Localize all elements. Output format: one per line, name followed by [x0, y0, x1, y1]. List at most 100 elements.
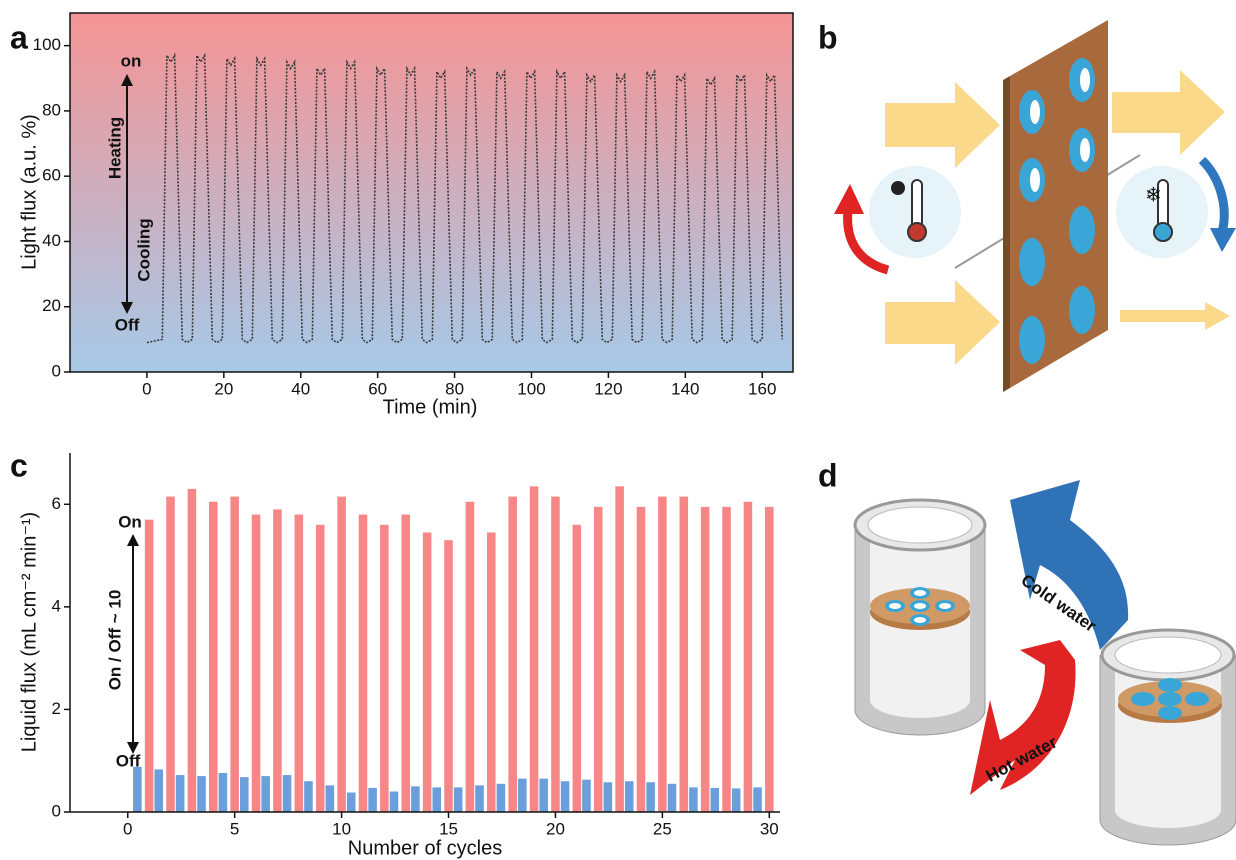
y-tick-label: 80	[42, 100, 61, 119]
bar	[145, 520, 154, 812]
bar	[326, 785, 335, 812]
x-tick-label: 40	[291, 379, 310, 398]
y-tick-label: 40	[42, 231, 61, 250]
thermometer	[912, 180, 922, 228]
bar	[133, 767, 142, 812]
bar	[316, 525, 325, 812]
y-tick-label: 20	[42, 296, 61, 315]
bar	[252, 515, 261, 812]
bar	[625, 781, 634, 812]
figure: 0204060801000204060801001201401600246051…	[0, 0, 1236, 860]
bar	[732, 788, 741, 812]
panel-letter: d	[818, 457, 838, 493]
bar	[722, 507, 731, 812]
bar	[573, 525, 582, 812]
bar	[646, 782, 655, 812]
bar	[475, 785, 484, 812]
bar	[487, 532, 496, 812]
panel-letter: c	[10, 447, 28, 483]
annotation: Cooling	[134, 218, 153, 281]
bar	[219, 773, 228, 812]
bar	[347, 793, 356, 812]
bar	[411, 786, 420, 812]
y-tick-label: 100	[33, 35, 61, 54]
bar	[261, 776, 270, 812]
bar	[637, 507, 646, 812]
bar	[508, 497, 517, 812]
bar	[582, 780, 591, 812]
bar	[615, 486, 624, 812]
x-tick-label: 140	[671, 379, 699, 398]
y-axis-label: Light flux (a.u. %)	[18, 114, 40, 270]
bar	[594, 507, 603, 812]
panel-edge	[1003, 76, 1010, 392]
x-tick-label: 100	[517, 379, 545, 398]
x-tick-label: 160	[748, 379, 776, 398]
panel-letter: b	[818, 19, 838, 55]
bar	[497, 784, 506, 812]
x-tick-label: 20	[214, 379, 233, 398]
bar	[166, 497, 175, 812]
light-arrow	[1112, 70, 1225, 155]
x-tick-label: 20	[546, 819, 565, 838]
x-tick-label: 5	[230, 819, 239, 838]
y-tick-label: 0	[52, 361, 61, 380]
bar	[390, 791, 399, 812]
y-tick-label: 60	[42, 166, 61, 185]
bar	[679, 497, 688, 812]
bar	[359, 515, 368, 812]
diagram-d: Cold water Hot water	[855, 480, 1236, 845]
y-axis-label: Liquid flux (mL cm⁻² min⁻¹)	[18, 512, 40, 752]
bar	[240, 777, 249, 812]
bar	[539, 779, 548, 812]
bar	[283, 775, 292, 812]
bar	[295, 515, 304, 812]
annotation: Off	[116, 751, 141, 770]
bar	[401, 515, 410, 812]
x-tick-label: 15	[439, 819, 458, 838]
x-axis-label: Time (min)	[383, 396, 478, 418]
x-tick-label: 120	[594, 379, 622, 398]
light-arrow	[885, 280, 1000, 365]
bar	[423, 532, 432, 812]
bar	[154, 769, 163, 812]
y-tick-label: 4	[52, 596, 61, 615]
y-tick-label: 0	[52, 801, 61, 820]
bar	[176, 775, 185, 812]
pore-closed	[1019, 316, 1045, 364]
x-tick-label: 0	[123, 819, 132, 838]
bar	[432, 787, 441, 812]
x-tick-label: 10	[332, 819, 351, 838]
bar	[304, 781, 313, 812]
bar	[518, 779, 527, 812]
pore-closed	[1069, 206, 1095, 254]
bar	[753, 787, 762, 812]
annotation: Heating	[105, 117, 124, 179]
y-tick-label: 2	[52, 699, 61, 718]
snowflake: ❄	[1145, 184, 1162, 206]
bar	[765, 507, 774, 812]
bar	[668, 784, 677, 812]
bar	[337, 497, 346, 812]
bar	[658, 497, 667, 812]
annotation: On	[118, 512, 142, 531]
bar	[604, 782, 613, 812]
bar	[561, 781, 570, 812]
bar	[701, 507, 710, 812]
diagram-b: ❄	[834, 20, 1236, 392]
light-arrow	[1120, 302, 1230, 330]
x-axis-label: Number of cycles	[348, 837, 503, 859]
annotation: On / Off ~ 10	[105, 590, 124, 691]
bar	[551, 497, 560, 812]
bar	[710, 788, 719, 812]
bar	[466, 502, 475, 812]
bar	[188, 489, 197, 812]
annotation: on	[121, 51, 142, 70]
y-tick-label: 6	[52, 494, 61, 513]
bar	[197, 776, 206, 812]
x-tick-label: 0	[142, 379, 151, 398]
x-tick-label: 25	[653, 819, 672, 838]
x-tick-label: 30	[760, 819, 779, 838]
bar	[368, 788, 377, 812]
bar	[689, 787, 698, 812]
